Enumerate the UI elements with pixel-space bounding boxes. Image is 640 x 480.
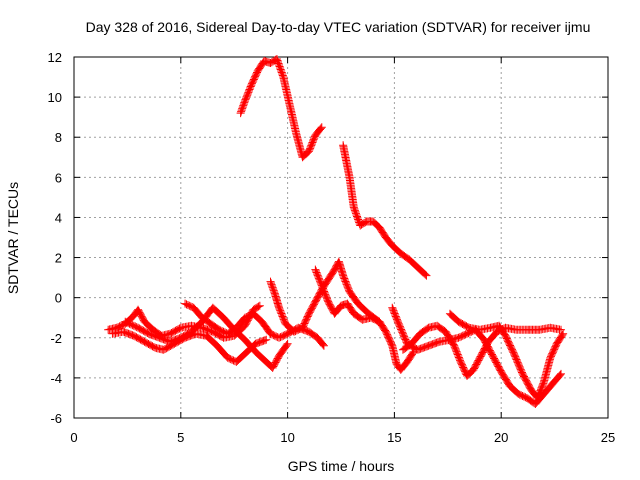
- x-tick-label: 10: [280, 430, 294, 445]
- x-tick-label: 25: [601, 430, 615, 445]
- data-point: [556, 370, 565, 379]
- data-points: [104, 55, 568, 408]
- y-tick-label: 8: [55, 130, 62, 145]
- data-point: [558, 331, 567, 340]
- series-sat-e: [266, 257, 384, 336]
- x-tick-label: 0: [70, 430, 77, 445]
- series-sat-i: [445, 309, 568, 402]
- series-sat-h: [388, 303, 566, 408]
- data-point: [420, 269, 429, 278]
- x-tick-labels: 0 5 10 15 20 25: [70, 430, 615, 445]
- y-axis-label: SDTVAR / TECUs: [5, 182, 21, 294]
- y-tick-label: 0: [55, 291, 62, 306]
- data-point: [557, 325, 566, 334]
- y-tick-label: 4: [55, 210, 62, 225]
- data-point: [319, 341, 328, 350]
- data-point: [262, 335, 271, 344]
- y-tick-label: -2: [50, 331, 62, 346]
- data-point: [559, 329, 568, 338]
- data-point: [421, 270, 430, 279]
- y-tick-label: 2: [55, 251, 62, 266]
- y-tick-label: -4: [50, 371, 62, 386]
- data-point: [316, 124, 325, 133]
- grid-lines: [74, 57, 608, 418]
- data-point: [260, 336, 269, 345]
- plot-frame: [73, 56, 609, 419]
- data-point: [255, 301, 264, 310]
- data-point: [557, 369, 566, 378]
- y-tick-labels: -6 -4 -2 0 2 4 6 8 10 12: [48, 50, 62, 426]
- data-point: [318, 340, 327, 349]
- data-point: [317, 123, 326, 132]
- data-point: [283, 339, 292, 348]
- x-axis-label: GPS time / hours: [288, 458, 395, 474]
- series-high-arc: [236, 55, 326, 162]
- x-tick-label: 15: [387, 430, 401, 445]
- y-tick-label: -6: [50, 411, 62, 426]
- data-point: [422, 271, 431, 280]
- data-point: [282, 340, 291, 349]
- data-point: [254, 302, 263, 311]
- series-descending-arc: [339, 141, 431, 280]
- y-tick-label: 6: [55, 170, 62, 185]
- x-tick-label: 5: [177, 430, 184, 445]
- x-tick-label: 20: [494, 430, 508, 445]
- chart-title: Day 328 of 2016, Sidereal Day-to-day VTE…: [86, 19, 591, 35]
- axis-ticks: [73, 56, 609, 419]
- y-tick-label: 12: [48, 50, 62, 65]
- y-tick-label: 10: [48, 90, 62, 105]
- series-sat-f: [311, 265, 418, 374]
- series-sat-c: [121, 303, 292, 372]
